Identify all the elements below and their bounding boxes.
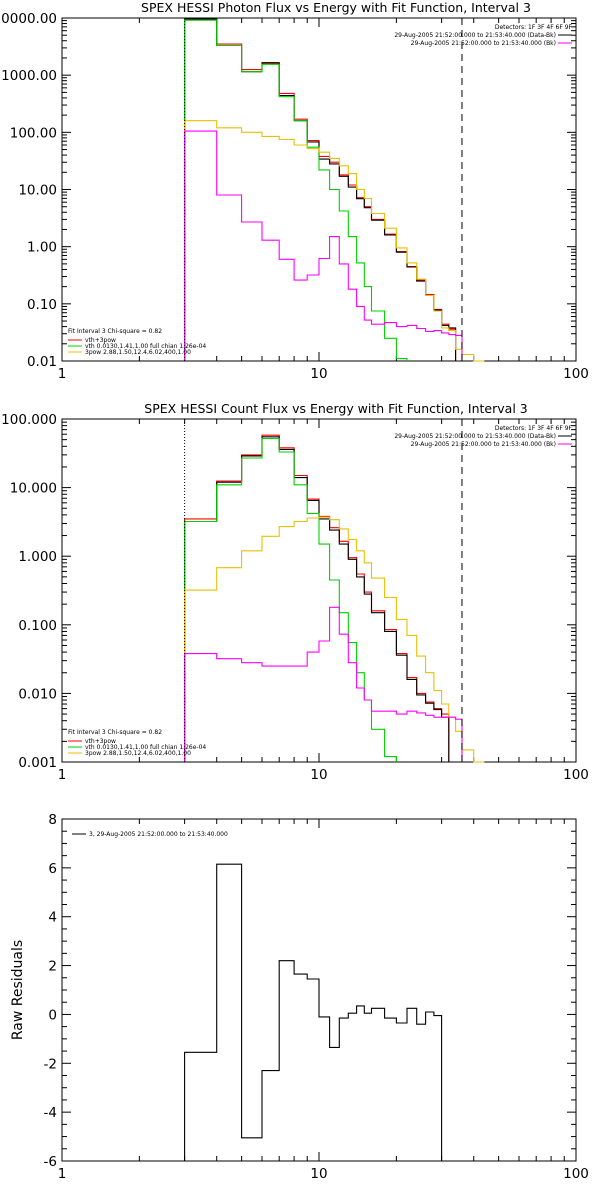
series-line-4 (184, 606, 463, 762)
series-line-2 (184, 437, 397, 762)
panel2-bk-time: 29-Aug-2005 21:52:00.000 to 21:53:40.000… (411, 441, 556, 448)
panel1-bk-time: 29-Aug-2005 21:52:00.000 to 21:53:40.000… (411, 40, 556, 47)
series-line-0 (184, 863, 443, 1161)
x-tick-label: 100 (563, 767, 589, 783)
panel2-fit-text: Fit Interval 3 Chi-square = 0.82 (68, 729, 162, 736)
panel1-fit-text: Fit Interval 3 Chi-square = 0.82 (68, 328, 162, 335)
residuals-panel: Raw Residuals 1 10 100 -6 -4 -2 0 2 4 6 8 3, 29-Au… (10, 812, 589, 1182)
x-tick-label: 100 (563, 366, 589, 382)
series-line-4 (184, 130, 463, 361)
x-tick-label: 10 (310, 1166, 327, 1182)
series-line-0 (184, 19, 457, 361)
x-tick-label: 10 (310, 366, 327, 382)
panel3-ylabel: Raw Residuals (10, 940, 26, 1040)
series-line-0 (184, 434, 450, 762)
panel2-legend-2: 3pow 2.88,1.50,12.4,6.02,400,1.00 (85, 750, 191, 757)
y-tick-label: 2 (48, 959, 57, 975)
series-line-3 (184, 120, 485, 362)
y-tick-label: -2 (44, 1056, 57, 1072)
panel1-legend-0: vth+3pow (85, 337, 116, 344)
y-tick-label: 100.000 (1, 412, 57, 428)
y-tick-label: 0.01 (27, 354, 57, 370)
y-tick-label: 1000.00 (1, 68, 57, 84)
y-tick-label: -4 (44, 1105, 57, 1121)
x-tick-label: 1 (58, 767, 67, 783)
panel1-data-time: 29-Aug-2005 21:52:00.000 to 21:53:40.000… (394, 32, 556, 39)
y-tick-label: 0000.00 (1, 11, 57, 27)
y-tick-label: 10.000 (10, 481, 57, 497)
panel2-data-time: 29-Aug-2005 21:52:00.000 to 21:53:40.000… (394, 433, 556, 440)
series-line-3 (184, 516, 485, 763)
panel1-legend-1: vth 0.0130,1.41,1.00 full chian 1.26e-04 (85, 343, 206, 350)
panel2-legend-1: vth 0.0130,1.41,1.00 full chian 1.26e-04 (85, 744, 206, 751)
y-tick-label: 100.00 (10, 125, 57, 141)
count-flux-panel: SPEX HESSI Count Flux vs Energy with Fit… (1, 401, 589, 783)
y-tick-label: 0.001 (18, 755, 57, 771)
panel3-legend-label: 3, 29-Aug-2005 21:52:00.000 to 21:53:40.… (89, 831, 228, 838)
x-tick-label: 100 (563, 1166, 589, 1182)
panel1-detectors: Detectors: 1F 3F 4F 6F 9F (495, 24, 573, 31)
series-line-1 (184, 18, 457, 361)
panel2-detectors: Detectors: 1F 3F 4F 6F 9F (495, 425, 573, 432)
y-tick-label: 0.010 (18, 686, 57, 702)
y-tick-label: 1.000 (18, 549, 57, 565)
y-tick-label: 0.10 (27, 297, 57, 313)
series-line-2 (184, 19, 408, 361)
y-tick-label: 6 (48, 861, 57, 877)
y-tick-label: 0 (48, 1007, 57, 1023)
x-tick-label: 1 (58, 1166, 67, 1182)
y-tick-label: 8 (48, 812, 57, 828)
panel2-legend-0: vth+3pow (85, 738, 116, 745)
panel1-legend-2: 3pow 2.88,1.50,12.4,6.02,400,1.00 (85, 349, 191, 356)
series-line-1 (184, 436, 450, 762)
x-tick-label: 1 (58, 366, 67, 382)
y-tick-label: 1.00 (27, 240, 57, 256)
y-tick-label: -6 (44, 1154, 57, 1170)
panel2-frame (61, 418, 577, 763)
y-tick-label: 0.100 (18, 618, 57, 634)
y-tick-label: 4 (48, 910, 57, 926)
panel2-title: SPEX HESSI Count Flux vs Energy with Fit… (144, 401, 527, 416)
photon-flux-panel: SPEX HESSI Photon Flux vs Energy with Fi… (1, 0, 589, 382)
y-tick-label: 10.00 (18, 183, 57, 199)
panel1-title: SPEX HESSI Photon Flux vs Energy with Fi… (141, 0, 531, 15)
x-tick-label: 10 (310, 767, 327, 783)
panel1-frame (61, 17, 577, 362)
